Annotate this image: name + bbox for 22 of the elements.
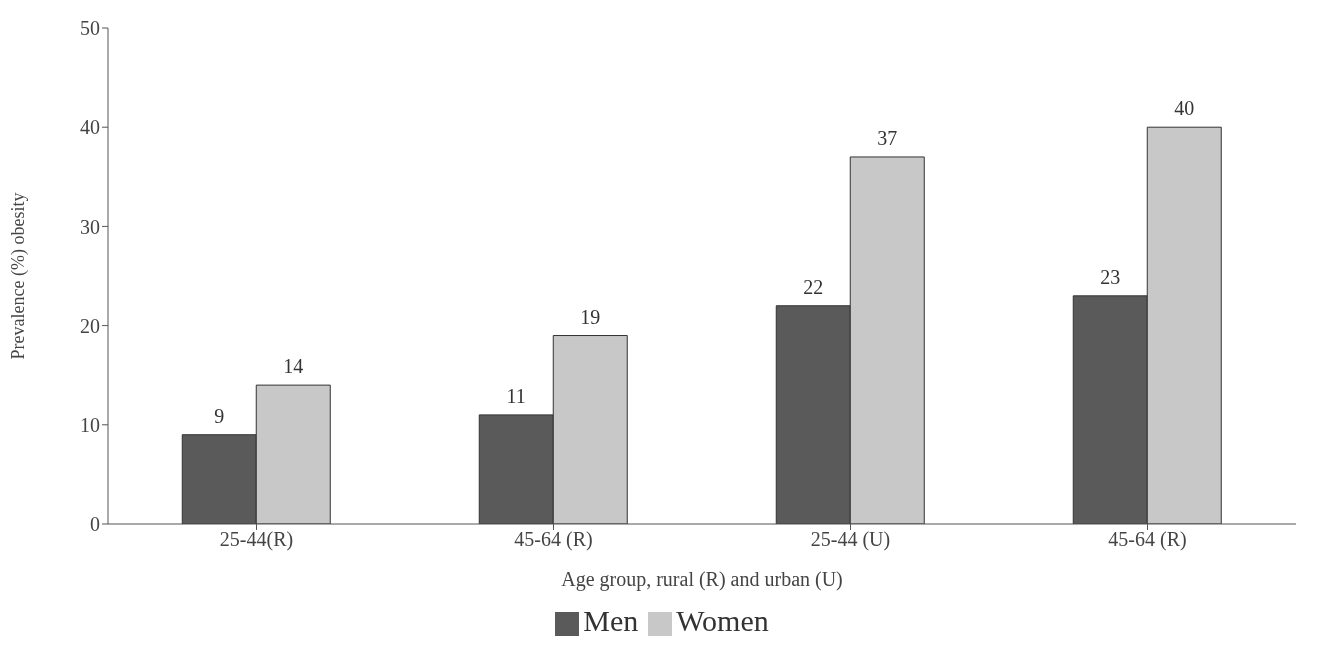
legend-label: Men [583, 604, 639, 637]
data-label: 14 [283, 355, 304, 378]
y-tick-label: 30 [80, 215, 100, 238]
data-label: 40 [1174, 97, 1195, 120]
x-tick-label: 25-44(R) [219, 528, 294, 552]
legend-label: Women [676, 604, 769, 637]
x-axis-title: Age group, rural (R) and urban (U) [561, 568, 843, 591]
data-label: 23 [1100, 265, 1121, 288]
x-tick-label: 25-44 (U) [810, 528, 891, 552]
x-tick-label: 45-64 (R) [1108, 528, 1187, 552]
y-tick-label: 0 [90, 513, 100, 536]
x-tick-label: 45-64 (R) [514, 528, 593, 552]
data-label: 37 [877, 126, 898, 149]
data-label: 11 [506, 384, 526, 407]
y-tick-label: 20 [80, 314, 100, 337]
y-tick-label: 50 [80, 17, 100, 40]
data-label: 9 [214, 404, 225, 427]
y-axis-title: Prevalence (%) obesity [8, 192, 30, 360]
y-tick-label: 10 [80, 413, 100, 436]
y-tick-label: 40 [80, 116, 100, 139]
data-label: 19 [580, 305, 601, 328]
data-label: 22 [803, 275, 824, 298]
